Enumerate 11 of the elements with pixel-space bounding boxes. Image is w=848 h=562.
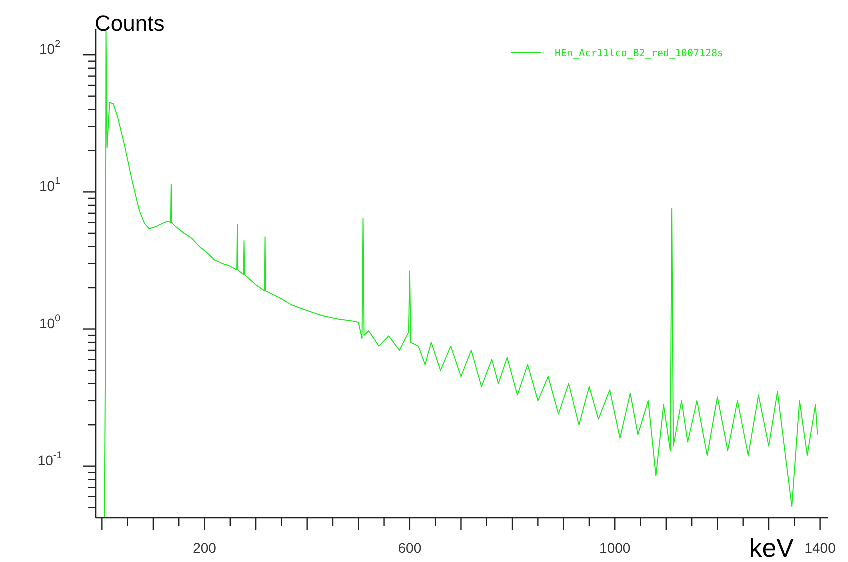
x-tick-label: 600: [398, 540, 422, 556]
legend-label: HEn_Acr11lco_B2_red_1007128s: [555, 48, 724, 60]
y-tick-label: 10$^{2}$: [39, 39, 61, 57]
x-tick-label: 1000: [600, 540, 631, 556]
x-axis-title: keV: [749, 533, 795, 562]
y-tick-label: 10$^{1}$: [39, 176, 61, 194]
y-tick-label: 10$^{-1}$: [38, 450, 62, 468]
x-tick-label: 200: [193, 540, 217, 556]
y-tick-label: 10$^{0}$: [39, 313, 62, 331]
y-axis-title: Counts: [95, 11, 165, 36]
x-tick-label: 1400: [804, 540, 836, 556]
